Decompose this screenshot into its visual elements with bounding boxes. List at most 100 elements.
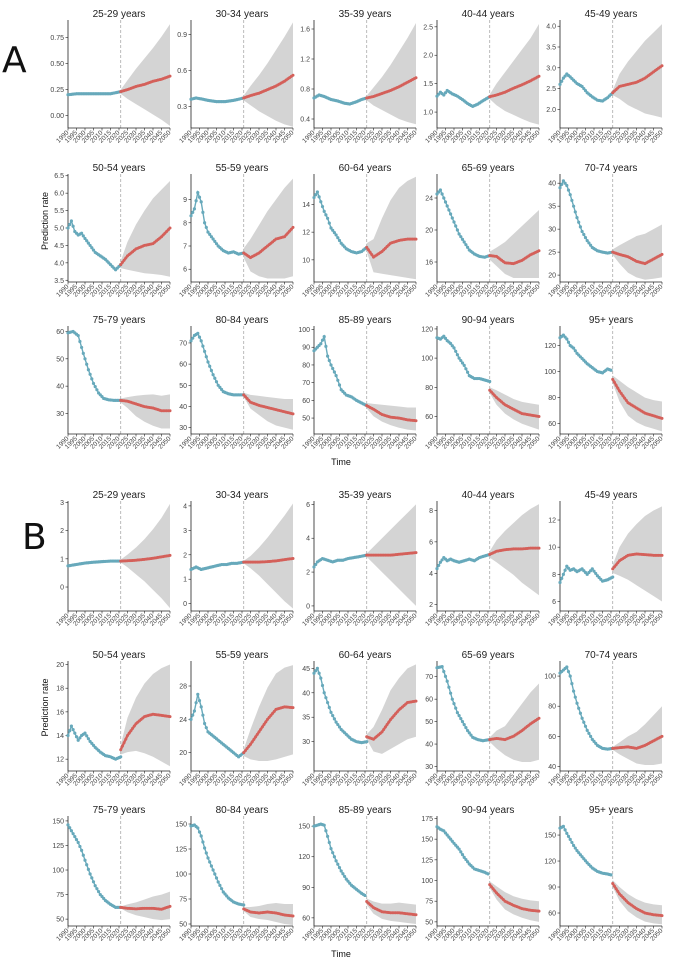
history-point — [585, 239, 589, 243]
history-point — [435, 566, 439, 571]
history-point — [90, 246, 94, 250]
y-tick-label: 8 — [552, 572, 556, 579]
y-tick-label: 60 — [302, 915, 310, 922]
facet-title: 95+ years — [589, 315, 633, 326]
confidence-band — [120, 503, 170, 609]
forecast-point — [385, 723, 389, 727]
facet: 65-69 years30405060701990199520002005201… — [424, 650, 541, 788]
history-point — [197, 335, 202, 339]
history-point — [339, 869, 343, 873]
facet: 70-74 years20253035401990199520002005201… — [547, 163, 664, 299]
history-point — [563, 181, 567, 185]
history-point — [565, 337, 569, 341]
history-point — [460, 237, 465, 241]
history-point — [322, 823, 326, 827]
history-series-line — [190, 694, 245, 758]
y-tick-label: 80 — [548, 395, 556, 402]
history-point — [74, 735, 79, 739]
history-point — [331, 228, 335, 232]
facet: 80-84 years30405060701990199520002005201… — [178, 315, 295, 451]
y-tick-label: 10 — [548, 545, 556, 552]
history-point — [467, 731, 471, 735]
history-point — [327, 840, 331, 845]
history-point — [457, 847, 461, 851]
y-tick-label: 10 — [302, 257, 310, 264]
y-tick-label: 60 — [179, 362, 187, 369]
facet: 45-49 years68101219901995200020052010201… — [547, 490, 664, 628]
y-tick-label: 20 — [425, 228, 433, 235]
history-point — [449, 691, 453, 695]
history-point — [199, 705, 203, 709]
forecast-point — [120, 744, 124, 748]
history-point — [320, 683, 325, 688]
history-point — [329, 846, 333, 851]
y-tick-label: 35 — [548, 204, 556, 211]
forecast-point — [365, 245, 369, 249]
y-tick-label: 24 — [425, 196, 433, 203]
facet: 75-79 years30405060199019952000200520102… — [55, 315, 172, 451]
history-point — [197, 195, 202, 199]
history-point — [566, 834, 571, 838]
forecast-point — [537, 249, 541, 253]
y-tick-label: 7 — [183, 244, 187, 251]
history-point — [191, 336, 195, 340]
history-point — [466, 728, 470, 733]
history-point — [565, 665, 569, 669]
history-point — [445, 679, 449, 683]
history-point — [201, 840, 205, 844]
history-point — [326, 354, 330, 358]
history-point — [329, 363, 333, 367]
forecast-point — [129, 729, 133, 733]
history-point — [203, 349, 207, 354]
y-tick-label: 4 — [429, 571, 433, 578]
chart-a: 25-29 years0.000.250.500.751990199520002… — [40, 9, 665, 467]
history-point — [66, 823, 70, 827]
y-tick-label: 60 — [56, 329, 64, 336]
forecast-point — [168, 715, 172, 719]
y-tick-label: 0.9 — [177, 32, 187, 39]
facet-title: 65-69 years — [462, 163, 515, 174]
history-point — [590, 567, 594, 571]
y-tick-label: 40 — [302, 690, 310, 697]
y-tick-label: 20 — [56, 662, 64, 669]
y-tick-label: 50 — [425, 719, 433, 726]
y-axis-title: Prediction rate — [40, 678, 50, 736]
forecast-point — [616, 889, 620, 893]
y-tick-label: 30 — [302, 739, 310, 746]
forecast-point — [168, 409, 172, 413]
forecast-point — [537, 716, 541, 720]
y-tick-label: 30 — [548, 227, 556, 234]
history-point — [572, 689, 576, 693]
history-point — [469, 733, 473, 737]
history-point — [575, 701, 579, 705]
history-point — [69, 219, 73, 223]
history-point — [443, 336, 448, 341]
y-tick-label: 18 — [56, 686, 64, 693]
history-point — [326, 834, 330, 838]
forecast-point — [493, 889, 497, 893]
history-point — [457, 356, 461, 360]
history-series-line — [436, 188, 490, 258]
history-point — [570, 840, 574, 845]
y-tick-label: 25 — [548, 250, 556, 257]
history-point — [563, 828, 567, 832]
forecast-point — [660, 734, 664, 738]
history-point — [320, 338, 325, 342]
forecast-point — [122, 258, 126, 262]
history-point — [580, 716, 584, 720]
forecast-point — [537, 546, 541, 550]
history-point — [582, 720, 586, 724]
history-series-line — [67, 330, 121, 402]
forecast-point — [247, 744, 251, 748]
forecast-point — [383, 725, 387, 729]
y-tick-label: 1 — [60, 556, 64, 563]
history-point — [81, 234, 85, 238]
confidence-band — [612, 224, 662, 280]
facet: 35-39 years0.40.81.21.619901995200020052… — [300, 9, 418, 145]
history-point — [97, 890, 101, 894]
y-tick-label: 40 — [425, 742, 433, 749]
y-tick-label: 16 — [56, 709, 64, 716]
history-point — [560, 79, 564, 83]
confidence-band — [612, 706, 662, 765]
history-point — [450, 697, 454, 701]
